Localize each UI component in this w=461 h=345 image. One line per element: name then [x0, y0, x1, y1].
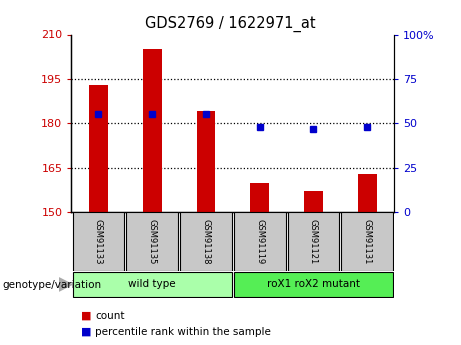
- Bar: [250, 183, 269, 212]
- Text: GSM91138: GSM91138: [201, 219, 210, 264]
- Text: count: count: [95, 311, 125, 321]
- Bar: [143, 49, 161, 212]
- Text: wild type: wild type: [128, 279, 176, 289]
- Text: GSM91131: GSM91131: [363, 219, 372, 264]
- Bar: [126, 212, 178, 271]
- Bar: [342, 212, 393, 271]
- Bar: [89, 85, 108, 212]
- Bar: [72, 212, 124, 271]
- Text: ■: ■: [81, 327, 91, 337]
- Bar: [72, 272, 232, 297]
- Bar: [196, 111, 215, 212]
- Bar: [234, 212, 285, 271]
- Text: genotype/variation: genotype/variation: [2, 280, 101, 289]
- Bar: [358, 174, 377, 212]
- Text: GSM91121: GSM91121: [309, 219, 318, 264]
- Text: ■: ■: [81, 311, 91, 321]
- Bar: [304, 191, 323, 212]
- Bar: [288, 212, 339, 271]
- Text: GSM91135: GSM91135: [148, 219, 157, 264]
- Text: percentile rank within the sample: percentile rank within the sample: [95, 327, 272, 337]
- Text: roX1 roX2 mutant: roX1 roX2 mutant: [267, 279, 360, 289]
- Bar: [234, 272, 393, 297]
- Text: GSM91119: GSM91119: [255, 219, 264, 264]
- Bar: [180, 212, 232, 271]
- Polygon shape: [59, 278, 72, 291]
- Text: GSM91133: GSM91133: [94, 219, 103, 264]
- Text: GDS2769 / 1622971_at: GDS2769 / 1622971_at: [145, 16, 316, 32]
